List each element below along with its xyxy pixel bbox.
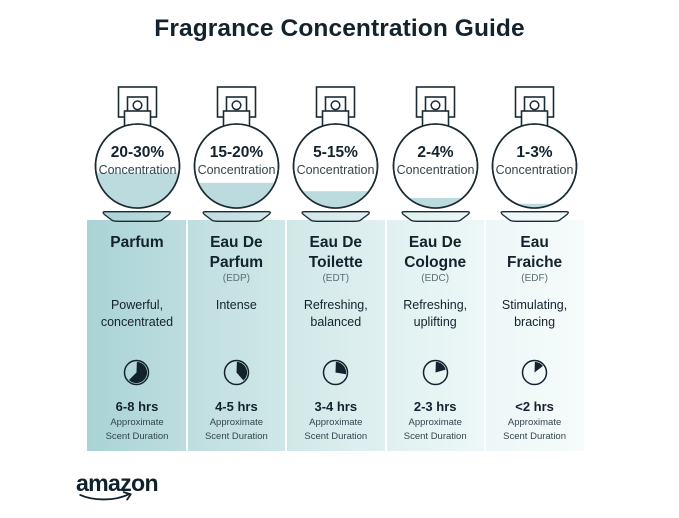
svg-text:Concentration: Concentration — [98, 163, 176, 177]
svg-text:1-3%: 1-3% — [517, 144, 553, 161]
svg-text:Concentration: Concentration — [197, 163, 275, 177]
svg-text:Concentration: Concentration — [396, 163, 474, 177]
svg-text:20-30%: 20-30% — [110, 144, 164, 161]
svg-text:Concentration: Concentration — [297, 163, 375, 177]
svg-text:amazon: amazon — [76, 470, 158, 496]
svg-text:15-20%: 15-20% — [210, 144, 264, 161]
svg-text:Concentration: Concentration — [496, 163, 574, 177]
svg-text:2-4%: 2-4% — [417, 144, 453, 161]
svg-text:5-15%: 5-15% — [313, 144, 358, 161]
